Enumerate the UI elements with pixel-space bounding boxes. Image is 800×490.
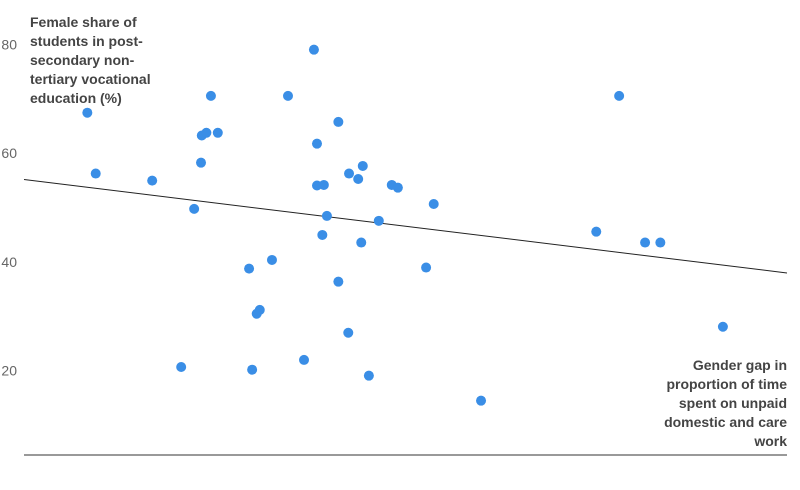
point (82, 107, 93, 118)
point (357, 160, 368, 171)
point (311, 138, 322, 149)
point (247, 364, 258, 375)
point (333, 116, 344, 127)
point (266, 254, 277, 265)
point (254, 304, 265, 315)
point (90, 168, 101, 179)
point (176, 361, 187, 372)
trend-line (23, 179, 788, 274)
point (421, 262, 432, 273)
point (356, 237, 367, 248)
point (428, 198, 439, 209)
y-axis-label: Female share of students in post-seconda… (30, 14, 151, 106)
point (717, 321, 728, 332)
point (392, 182, 403, 193)
point (591, 226, 602, 237)
point (299, 354, 310, 365)
point (363, 370, 374, 381)
y-tick-label: 60 (1, 145, 17, 161)
point (333, 276, 344, 287)
point (640, 237, 651, 248)
point (201, 127, 212, 138)
point (655, 237, 666, 248)
point (308, 44, 319, 55)
point (282, 90, 293, 101)
point (244, 263, 255, 274)
point (614, 90, 625, 101)
point (343, 327, 354, 338)
point (373, 215, 384, 226)
y-tick-label: 40 (1, 254, 17, 270)
y-tick-label: 20 (1, 363, 17, 379)
point (205, 90, 216, 101)
point (317, 229, 328, 240)
point (196, 157, 207, 168)
point (318, 179, 329, 190)
y-tick-label: 80 (1, 37, 17, 53)
point (344, 168, 355, 179)
x-axis-label: Gender gap in proportion of time spent o… (664, 357, 787, 449)
point (321, 210, 332, 221)
point (353, 173, 364, 184)
point (189, 203, 200, 214)
point (212, 127, 223, 138)
point (476, 395, 487, 406)
point (147, 175, 158, 186)
